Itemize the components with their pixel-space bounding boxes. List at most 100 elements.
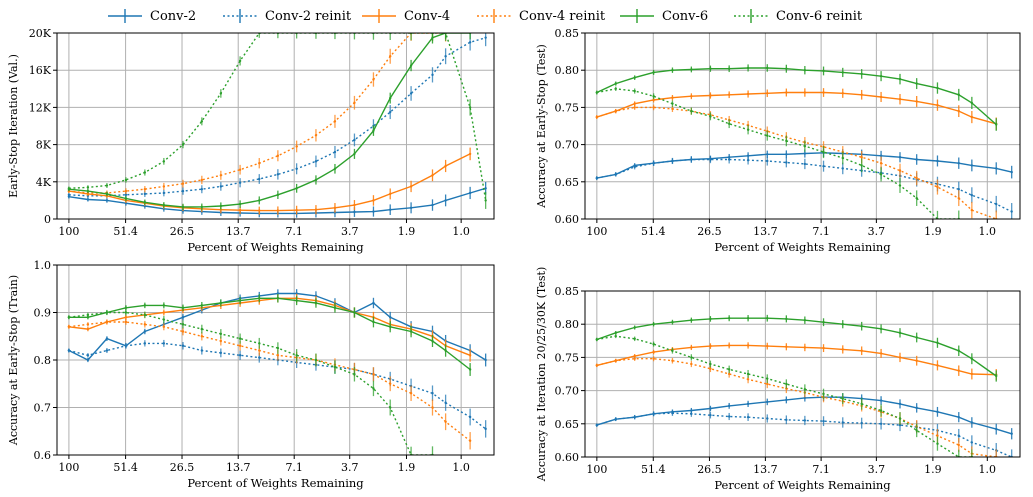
data-point (995, 202, 998, 206)
data-point (957, 369, 960, 372)
data-point (936, 103, 939, 107)
data-point (633, 76, 636, 79)
plot-area (67, 33, 487, 218)
data-point (995, 167, 998, 170)
data-point (333, 306, 337, 309)
x-axis-label: Percent of Weights Remaining (714, 240, 891, 254)
y-axis-label: Early-Stop Iteration (Val.) (7, 54, 20, 198)
data-point (86, 189, 90, 193)
data-point (143, 188, 147, 191)
data-point (957, 162, 960, 165)
data-point (915, 336, 918, 339)
data-point (860, 164, 863, 167)
data-point (314, 208, 318, 211)
data-point (746, 415, 750, 419)
data-point (746, 66, 750, 70)
data-point (86, 323, 90, 326)
x-tick-label: 100 (586, 225, 607, 238)
data-point (295, 167, 298, 170)
data-point (431, 339, 434, 343)
data-point (389, 208, 392, 211)
data-point (957, 196, 960, 200)
data-point (915, 82, 918, 85)
data-point (709, 407, 712, 410)
data-point (746, 128, 750, 131)
data-point (389, 96, 392, 100)
data-point (936, 341, 939, 344)
data-point (957, 93, 960, 96)
data-point (614, 359, 617, 362)
data-point (766, 382, 769, 386)
data-point (86, 358, 90, 362)
data-point (105, 199, 109, 202)
legend: Conv-2 Conv-2 reinit Conv-4 Conv-4 reinit Co… (108, 9, 863, 24)
data-point (898, 77, 902, 81)
data-point (124, 306, 128, 309)
data-point (468, 354, 472, 357)
data-point (766, 377, 769, 380)
x-tick-label: 51.4 (641, 225, 666, 238)
data-point (444, 164, 447, 168)
data-point (431, 174, 434, 177)
data-point (746, 317, 750, 320)
data-point (258, 349, 261, 352)
x-tick-label: 1.9 (924, 463, 942, 476)
data-point (143, 313, 147, 317)
data-point (389, 406, 392, 409)
x-tick-label: 3.7 (868, 463, 886, 476)
data-point (709, 67, 712, 70)
data-point (295, 299, 298, 302)
data-point (785, 67, 788, 70)
series-line-conv-6-reinit (596, 335, 972, 457)
data-point (219, 185, 223, 188)
x-tick-label: 3.7 (341, 461, 359, 474)
data-point (143, 342, 147, 345)
data-point (822, 164, 825, 168)
series-line-conv-4 (596, 91, 997, 125)
data-point (957, 188, 960, 191)
data-point (970, 193, 974, 197)
data-point (690, 346, 693, 349)
data-point (746, 372, 750, 376)
data-point (860, 93, 863, 96)
data-point (671, 69, 674, 72)
data-point (333, 206, 337, 210)
data-point (785, 139, 788, 143)
x-tick-label: 1.9 (398, 461, 416, 474)
data-point (431, 203, 434, 207)
data-point (200, 335, 204, 338)
data-point (936, 185, 939, 189)
data-point (671, 411, 674, 415)
x-tick-label: 26.5 (697, 463, 722, 476)
data-point (879, 74, 883, 78)
data-point (822, 321, 825, 324)
series-line-conv-2 (596, 396, 1012, 435)
data-point (690, 362, 693, 366)
data-point (860, 349, 863, 352)
legend-label: Conv-6 reinit (776, 9, 863, 24)
data-point (841, 323, 844, 326)
data-point (162, 203, 166, 207)
data-point (915, 429, 918, 432)
data-point (766, 317, 769, 320)
y-tick-label: 0.65 (555, 418, 580, 431)
data-point (409, 206, 413, 210)
data-point (484, 199, 487, 202)
x-tick-label: 51.4 (641, 463, 666, 476)
data-point (276, 354, 280, 357)
data-point (746, 159, 750, 162)
data-point (258, 162, 261, 165)
x-tick-label: 100 (58, 225, 79, 238)
data-point (915, 176, 918, 180)
y-tick-label: 0.80 (555, 318, 580, 331)
data-point (690, 109, 693, 113)
data-point (238, 344, 242, 347)
data-point (238, 208, 242, 212)
data-point (841, 421, 844, 424)
data-point (258, 199, 261, 202)
y-tick-label: 0.7 (34, 402, 52, 415)
x-axis-label: Percent of Weights Remaining (187, 476, 364, 490)
data-point (143, 323, 147, 326)
data-point (860, 72, 863, 76)
